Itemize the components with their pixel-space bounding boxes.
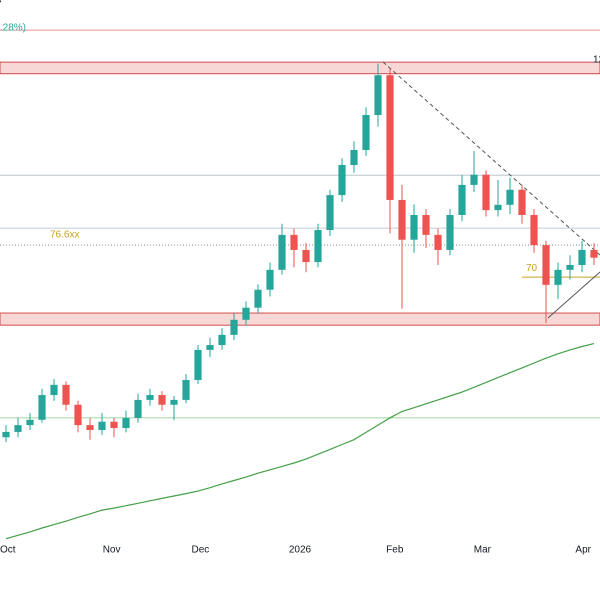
candle-body [542,245,550,285]
x-tick-label: Apr [575,545,591,556]
candle-body [362,115,370,150]
level-label: 70 [526,263,538,274]
candle-body [554,269,562,285]
change-text: (3.28%) [0,23,26,34]
candle-body [518,189,526,215]
candle-body [26,419,34,426]
candle-body [458,184,466,215]
candle-body [446,214,454,250]
header-text: 7 [0,0,2,11]
candles [2,63,598,443]
candle-body [134,399,142,418]
x-tick-label: Oct [0,545,16,556]
candle-body [374,75,382,116]
candle-body [206,345,214,350]
candle-body [194,349,202,380]
candle-body [326,195,334,231]
candle-body [98,421,106,430]
candle-body [278,234,286,270]
top-right-label: 12 [593,55,600,66]
candle-body [74,404,82,426]
zone [0,61,600,75]
candle-body [314,230,322,263]
candle-body [506,189,514,205]
candle-body [230,319,238,335]
x-tick-label: 2026 [289,545,312,556]
x-tick-label: Feb [386,545,404,556]
candle-body [110,421,118,429]
candle-body [470,174,478,185]
zones [0,61,600,326]
zone [0,312,600,326]
level-label: 76.6xx [50,230,79,241]
candle-body [38,395,46,420]
x-tick-label: Mar [474,545,492,556]
candle-body [146,395,154,400]
candle-body [434,234,442,250]
candle-body [590,249,598,258]
candle-body [254,289,262,308]
candle-body [482,174,490,211]
candle-body [2,431,10,438]
moving-average [5,343,595,540]
candle-body [578,249,586,265]
candle-body [566,264,574,270]
x-tick-label: Dec [192,545,210,556]
candle-body [398,199,406,240]
candle-body [158,395,166,405]
candle-body [494,204,502,211]
candle-body [218,334,226,346]
levels: 76.6xx 70 [0,29,600,419]
candle-body [62,384,70,405]
candle-body [338,165,346,196]
candle-body [386,75,394,200]
candle-body [266,269,274,290]
candle-body [86,425,94,430]
trendline [547,271,600,319]
candle-body [122,417,130,429]
x-axis: Oct Nov Dec 2026 Feb Mar Apr [0,545,592,556]
candle-body [530,214,538,246]
x-tick-label: Nov [103,545,121,556]
candle-body [182,379,190,400]
candle-body [242,307,250,320]
moving-average-line [5,343,595,540]
candle-body [410,214,418,240]
candle-body [350,149,358,166]
candle-body [302,249,310,263]
candle-body [14,425,22,432]
candle-body [422,214,430,235]
candle-body [290,234,298,250]
candle-body [50,384,58,396]
candle-body [170,399,178,405]
